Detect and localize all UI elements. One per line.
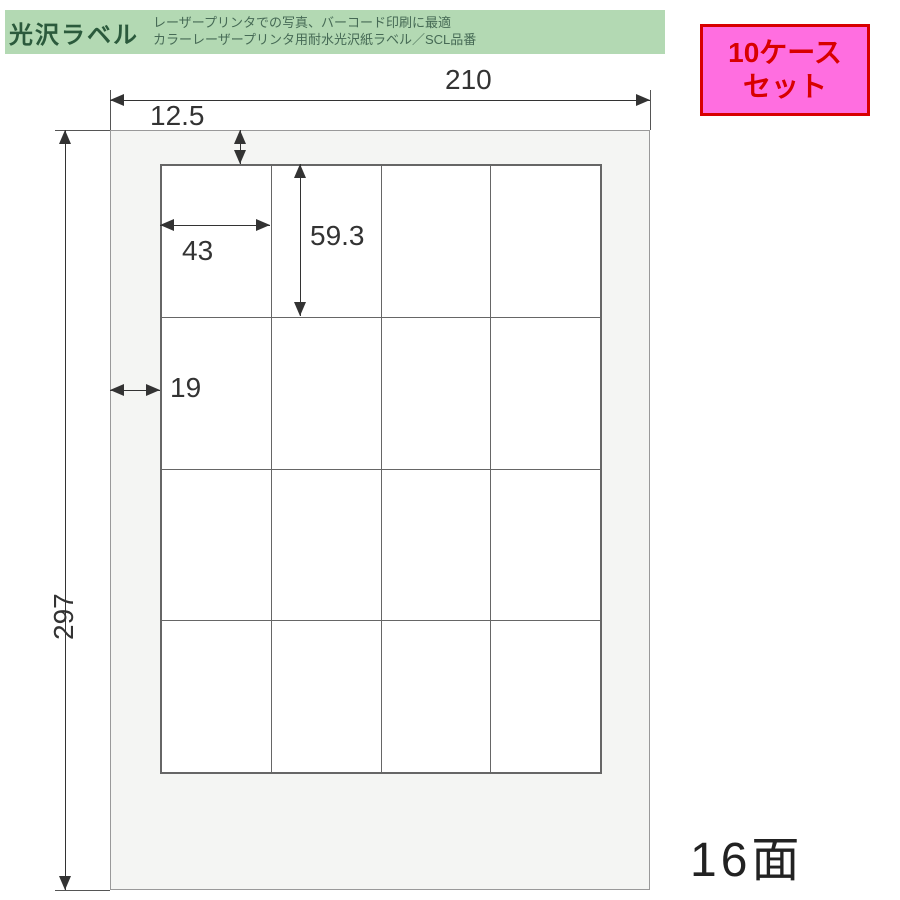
- face-count-label: 16面: [690, 820, 803, 890]
- arrow-down-icon: [294, 302, 306, 316]
- arrow-right-icon: [636, 94, 650, 106]
- arrow-down-icon: [59, 876, 71, 890]
- arrow-left-icon: [110, 384, 124, 396]
- header-sub-line-2: カラーレーザープリンタ用耐水光沢紙ラベル／SCL品番: [153, 32, 665, 49]
- ext-line: [650, 90, 651, 130]
- dim-label-height: 59.3: [310, 220, 365, 252]
- header-subtitle-box: レーザープリンタでの写真、バーコード印刷に最適 カラーレーザープリンタ用耐水光沢…: [149, 10, 665, 54]
- dim-left-margin: 19: [170, 372, 201, 404]
- arrow-up-icon: [294, 164, 306, 178]
- header-title: 光沢ラベル: [5, 10, 149, 54]
- dim-sheet-height: 297: [48, 593, 80, 640]
- label-grid: [160, 164, 602, 774]
- product-header: 光沢ラベル レーザープリンタでの写真、バーコード印刷に最適 カラーレーザープリン…: [5, 10, 665, 54]
- arrow-left-icon: [110, 94, 124, 106]
- dim-sheet-height-line: [65, 130, 66, 890]
- label-sheet-diagram: 210 12.5 43 59.3 19 297 16面: [10, 60, 890, 890]
- arrow-up-icon: [59, 130, 71, 144]
- dim-label-width: 43: [182, 235, 213, 267]
- header-sub-line-1: レーザープリンタでの写真、バーコード印刷に最適: [153, 15, 665, 32]
- label-grid-table: [161, 165, 601, 773]
- ext-line: [55, 890, 110, 891]
- arrow-down-icon: [234, 150, 246, 164]
- dim-sheet-width: 210: [445, 64, 492, 96]
- arrow-right-icon: [256, 219, 270, 231]
- arrow-left-icon: [160, 219, 174, 231]
- dim-top-margin: 12.5: [150, 100, 205, 132]
- arrow-right-icon: [146, 384, 160, 396]
- arrow-up-icon: [234, 130, 246, 144]
- dim-label-width-line: [160, 225, 270, 226]
- dim-label-height-line: [300, 164, 301, 316]
